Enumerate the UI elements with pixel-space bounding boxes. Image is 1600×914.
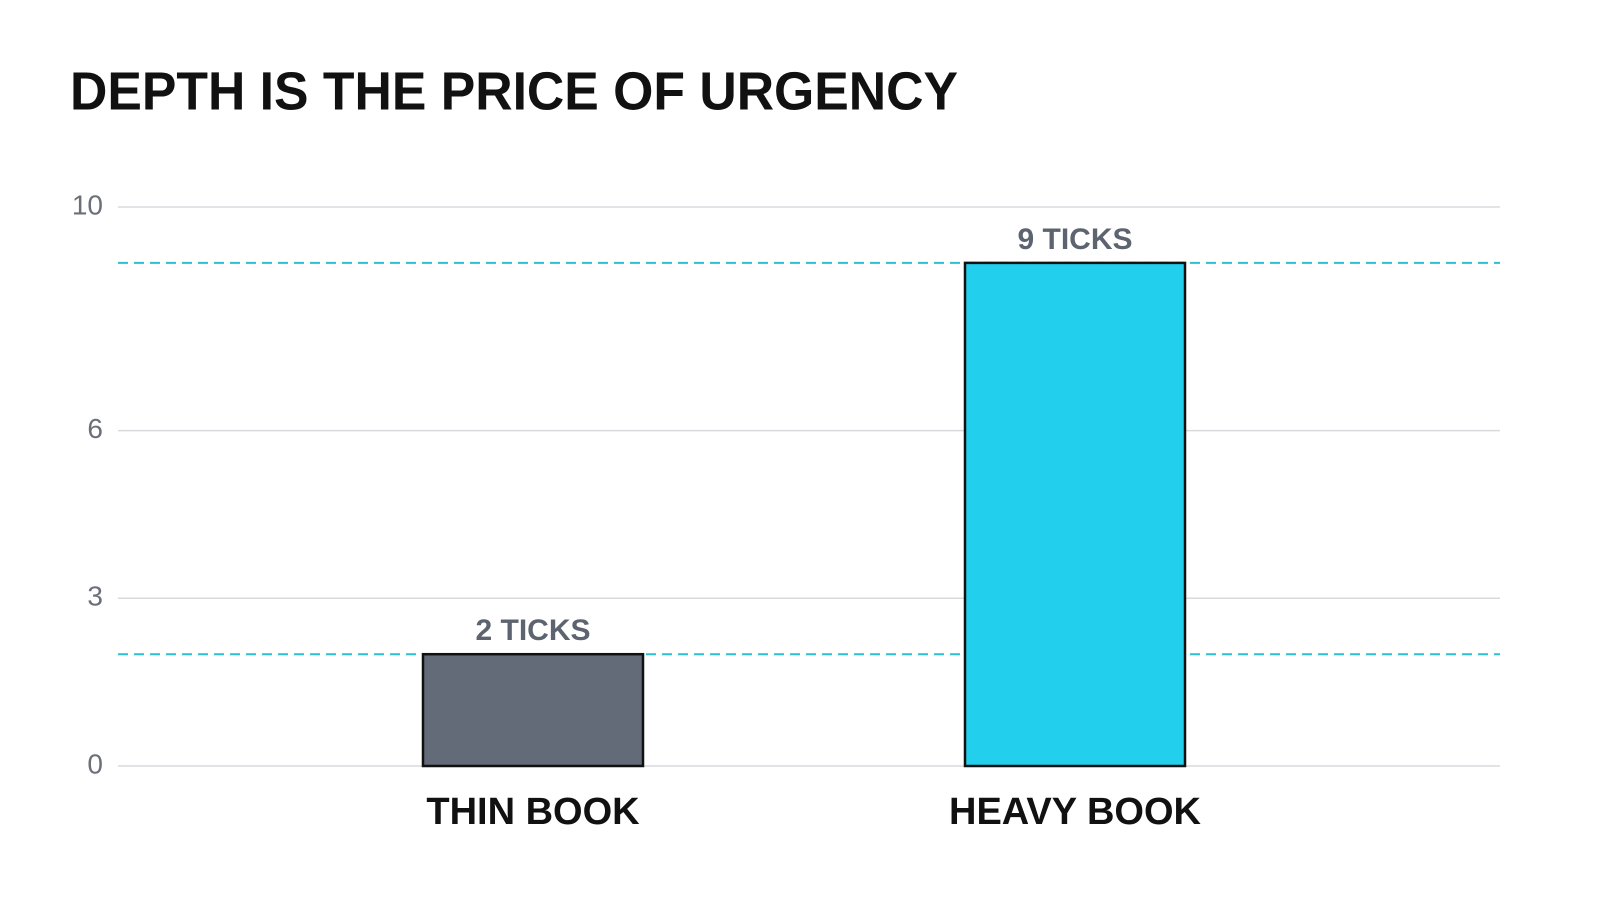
chart-title: DEPTH IS THE PRICE OF URGENCY	[70, 61, 958, 121]
x-tick-label: HEAVY BOOK	[949, 791, 1202, 833]
bar	[963, 261, 1187, 768]
y-tick-label: 3	[87, 581, 103, 612]
x-tick-label: THIN BOOK	[426, 791, 640, 833]
y-tick-label: 10	[72, 189, 103, 220]
value-label: 2 TICKS	[475, 614, 590, 647]
bar	[421, 652, 645, 768]
value-label: 9 TICKS	[1017, 223, 1132, 256]
y-tick-label: 0	[87, 748, 103, 779]
y-tick-label: 6	[87, 413, 103, 444]
